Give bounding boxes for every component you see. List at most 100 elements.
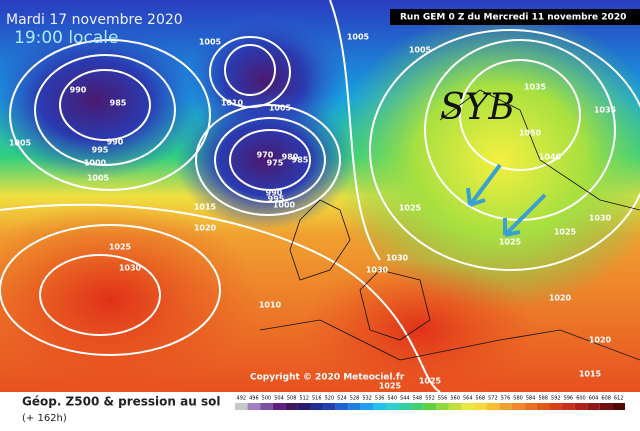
isobar-label: 1010	[221, 99, 244, 108]
colorbar-cell	[411, 403, 424, 410]
isobar-label: 1005	[269, 104, 292, 113]
colorbar-cell	[272, 403, 286, 410]
isobar-label: 1030	[366, 266, 389, 275]
isobar-label: 1015	[194, 203, 217, 212]
colorbar-label: 556	[438, 396, 448, 402]
colorbar-label: 512	[299, 396, 309, 402]
colorbar-cell	[423, 403, 437, 410]
isobar-label: 990	[266, 189, 283, 198]
colorbar-label: 536	[375, 396, 385, 402]
colorbar: 492 496 500 504 508 512 516 520 524 528 532 536 540 5…	[235, 396, 625, 410]
copyright: Copyright © 2020 Meteociel.fr	[250, 373, 405, 383]
isobar-label: 1025	[554, 228, 577, 237]
colorbar-cell	[335, 403, 349, 410]
colorbar-cell	[310, 403, 324, 410]
colorbar-label: 612	[614, 396, 624, 402]
colorbar-cell	[285, 403, 298, 410]
colorbar-cell	[536, 403, 550, 410]
colorbar-cell	[612, 403, 625, 410]
colorbar-cell	[599, 403, 613, 410]
isobar-label: 990	[70, 86, 87, 95]
isobars	[0, 0, 640, 392]
map-field	[0, 0, 640, 400]
colorbar-cell	[549, 403, 563, 410]
colorbar-label: 596	[564, 396, 574, 402]
colorbar-label: 504	[274, 396, 284, 402]
isobar-label: 975	[267, 159, 284, 168]
colorbar-label: 576	[501, 396, 511, 402]
arrows	[466, 163, 547, 237]
colorbar-label: 592	[551, 396, 561, 402]
colorbar-label: 584	[526, 396, 536, 402]
colorbar-label: 560	[450, 396, 460, 402]
isobar-label: 1050	[519, 129, 542, 138]
isobar-label: 1035	[594, 106, 617, 115]
isobar-label: 1025	[419, 377, 442, 386]
colorbar-cell	[524, 403, 537, 410]
colorbar-label: 552	[425, 396, 435, 402]
colorbar-label: 496	[249, 396, 259, 402]
colorbar-label: 580	[513, 396, 523, 402]
colorbar-label: 564	[463, 396, 473, 402]
date: Mardi 17 novembre 2020	[6, 12, 183, 28]
colorbar-cell	[260, 403, 273, 410]
isobar-label: 1025	[109, 243, 132, 252]
isobar-label: 1040	[539, 153, 562, 162]
colorbar-cell	[461, 403, 475, 410]
colorbar-cell	[235, 403, 248, 410]
colorbar-label: 600	[576, 396, 586, 402]
isobar-label: 1030	[589, 214, 612, 223]
colorbar-cell	[562, 403, 575, 410]
isobar-label: 985	[110, 99, 127, 108]
isobar-label: 1025	[399, 204, 422, 213]
colorbar-label: 604	[589, 396, 599, 402]
colorbar-label: 508	[287, 396, 297, 402]
colorbar-label: 608	[601, 396, 611, 402]
colorbar-cell	[587, 403, 600, 410]
time: 19:00 locale	[14, 28, 118, 48]
colorbar-label: 492	[237, 396, 247, 402]
isobar-label: 1005	[9, 139, 32, 148]
colorbar-label: 588	[538, 396, 548, 402]
isobar-label: 1020	[194, 224, 217, 233]
isobar-label: 995	[92, 146, 109, 155]
isobar-label: 1020	[589, 336, 612, 345]
footer-title: Géop. Z500 & pression au sol	[22, 395, 220, 409]
isobar-labels: 1005100510059909859909951000100510051010…	[9, 33, 617, 391]
run-label: Run GEM 0 Z du Mercredi 11 novembre 2020	[400, 13, 626, 23]
isobar-label: 1005	[199, 38, 222, 47]
isobar-label: 1010	[259, 301, 282, 310]
colorbar-label: 500	[262, 396, 272, 402]
colorbar-cell	[511, 403, 525, 410]
colorbar-cell	[323, 403, 336, 410]
footer-lead: (+ 162h)	[22, 413, 67, 424]
colorbar-label: 548	[413, 396, 423, 402]
run-box	[390, 9, 640, 25]
isobar-label: 1000	[84, 159, 107, 168]
colorbar-cell	[474, 403, 487, 410]
isobar-label: 1005	[87, 174, 110, 183]
colorbar-cell	[360, 403, 374, 410]
isobar-label: 1020	[549, 294, 572, 303]
colorbar-cell	[486, 403, 500, 410]
colorbar-cell	[398, 403, 412, 410]
coastlines	[259, 89, 640, 361]
isobar-label: 985	[292, 156, 309, 165]
colorbar-label: 544	[400, 396, 410, 402]
isobar-label: 995	[268, 195, 285, 204]
colorbar-cell	[574, 403, 588, 410]
isobar-label: 1005	[347, 33, 370, 42]
isobar-label: 1005	[409, 46, 432, 55]
colorbar-label: 540	[387, 396, 397, 402]
isobar-label: 1030	[386, 254, 409, 263]
handwritten-annotation: SYB	[440, 87, 515, 128]
colorbar-label: 516	[312, 396, 322, 402]
colorbar-cell	[373, 403, 386, 410]
colorbar-cell	[448, 403, 462, 410]
colorbar-cell	[385, 403, 399, 410]
colorbar-label: 572	[488, 396, 498, 402]
isobar-label: 1025	[379, 382, 402, 391]
isobar-label: 1035	[524, 83, 547, 92]
colorbar-cell	[499, 403, 512, 410]
colorbar-label: 528	[350, 396, 360, 402]
